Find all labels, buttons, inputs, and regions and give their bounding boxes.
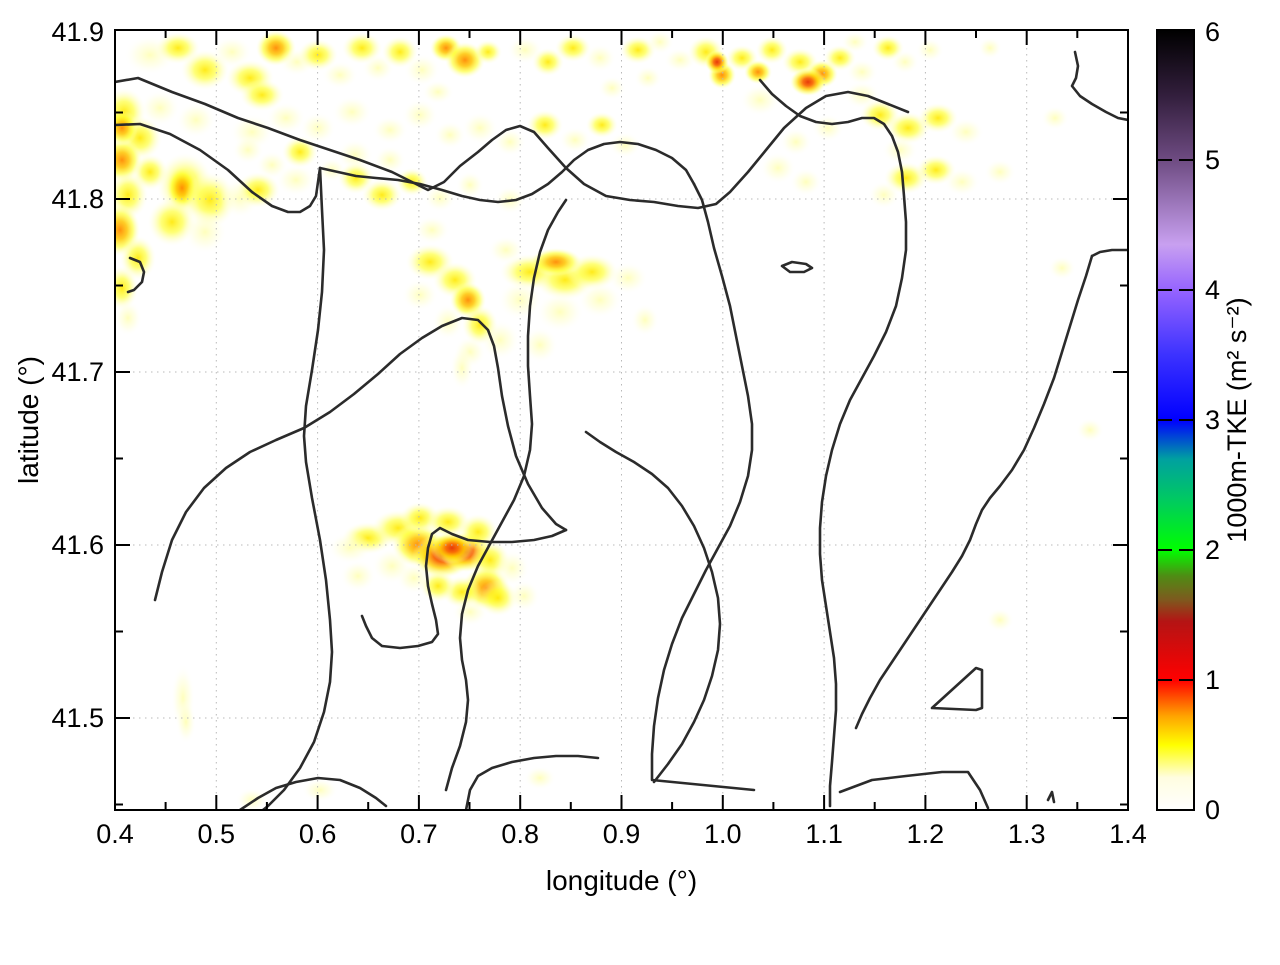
colorbar-tick-label: 0: [1205, 795, 1220, 825]
colorbar-tick-label: 2: [1205, 535, 1220, 565]
colorbar: 0 1 2 3 4 5 6 1000m-TKE (m² s⁻²): [1156, 17, 1252, 825]
x-axis-ticks: [114, 30, 1129, 810]
colorbar-tick-label: 4: [1205, 275, 1220, 305]
colorbar-tick-label: 3: [1205, 405, 1220, 435]
colorbar-tick-label: 5: [1205, 145, 1220, 175]
colorbar-ticks: [1157, 159, 1194, 681]
x-tick-label: 1.1: [805, 819, 843, 849]
x-tick-label: 1.3: [1008, 819, 1046, 849]
y-tick-label: 41.6: [51, 530, 104, 560]
x-tick-label: 0.6: [299, 819, 337, 849]
colorbar-tick-label: 1: [1205, 665, 1220, 695]
x-tick-label: 0.7: [400, 819, 438, 849]
x-axis-tick-labels: 0.4 0.5 0.6 0.7 0.8 0.9 1.0 1.1 1.2 1.3 …: [96, 819, 1147, 849]
contour-lines: [115, 50, 1128, 810]
y-axis-title: latitude (°): [13, 356, 44, 484]
y-tick-label: 41.8: [51, 184, 104, 214]
x-tick-label: 0.8: [501, 819, 539, 849]
x-tick-label: 0.5: [198, 819, 236, 849]
y-axis-ticks: [115, 111, 1128, 806]
x-tick-label: 0.9: [603, 819, 641, 849]
x-tick-label: 0.4: [96, 819, 134, 849]
x-tick-label: 1.4: [1109, 819, 1147, 849]
x-tick-label: 1.2: [907, 819, 945, 849]
y-axis-tick-labels: 41.5 41.6 41.7 41.8 41.9: [51, 17, 104, 733]
colorbar-title: 1000m-TKE (m² s⁻²): [1222, 297, 1252, 542]
y-tick-label: 41.7: [51, 357, 104, 387]
y-tick-label: 41.9: [51, 17, 104, 47]
x-tick-label: 1.0: [704, 819, 742, 849]
colorbar-tick-label: 6: [1205, 17, 1220, 47]
y-tick-label: 41.5: [51, 703, 104, 733]
x-axis-title: longitude (°): [546, 865, 697, 896]
